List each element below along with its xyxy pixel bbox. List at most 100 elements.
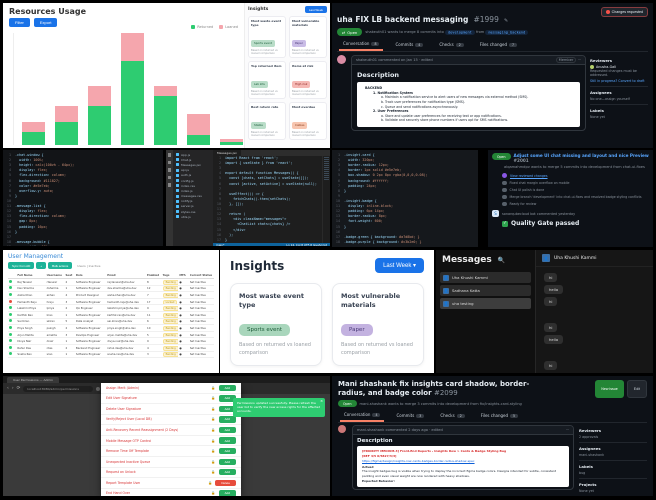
add-permission-button[interactable]: Add <box>218 458 236 465</box>
set-inactive-link[interactable]: Set Inactive <box>188 337 214 345</box>
search-icon[interactable] <box>167 160 172 164</box>
search-icon[interactable]: 🔍 <box>497 256 506 264</box>
pr-tab[interactable]: Commits 4 <box>391 39 427 51</box>
explorer-file-item[interactable]: Chat.js <box>175 157 211 162</box>
column-header[interactable]: Username <box>45 272 65 279</box>
issue-tab[interactable]: Files changed 5 <box>477 410 522 422</box>
toast-close-icon[interactable]: × <box>320 399 323 403</box>
timeline-item[interactable]: Chat UI polish is done <box>502 187 649 192</box>
set-inactive-link[interactable]: Set Inactive <box>188 291 214 299</box>
table-row[interactable]: Aisha Khan akhan 4 Product Designer aish… <box>8 291 214 299</box>
branch-indicator[interactable]: main* <box>216 242 225 246</box>
sidebar-section[interactable]: Assignees mani-shashank <box>579 443 647 462</box>
explorer-file-item[interactable]: messages.css <box>175 194 211 199</box>
table-row[interactable]: Rahul Das rdas 2 Backend Engineer rahul.… <box>8 344 214 352</box>
email-link[interactable]: sneha.rao@uha.dev <box>106 351 146 359</box>
convert-to-draft-link[interactable]: Still in progress? Convert to draft <box>590 79 645 83</box>
column-header[interactable]: MFA <box>178 272 189 279</box>
last-week-dropdown[interactable]: Last Week ▾ <box>375 258 424 273</box>
code-lines[interactable]: 1 .chat-window {2 width: 100%; 3 height: c… <box>6 153 75 246</box>
chat-list-item[interactable]: 👤 Sadhana Katta <box>440 285 531 296</box>
column-header[interactable]: Enabled <box>145 272 162 279</box>
add-permission-button[interactable]: Add <box>218 490 236 496</box>
column-header[interactable]: Current Status <box>188 272 214 279</box>
explorer-file-item[interactable]: auth.js <box>175 173 211 178</box>
cursor-position[interactable]: Ln 14, Col 8 UTF-8 JavaScript <box>286 242 327 246</box>
table-row[interactable]: Divya Nair dnair 1 Software Engineer div… <box>8 337 214 345</box>
issue-tab[interactable]: Conversation 4 <box>340 410 385 423</box>
explorer-file-item[interactable]: api.js <box>175 168 211 173</box>
email-link[interactable]: divya.nair@uha.dev <box>106 337 146 345</box>
user-name-link[interactable]: Dev Sharma <box>16 285 46 293</box>
column-header[interactable]: Email <box>106 272 146 279</box>
email-link[interactable]: rahul.das@uha.dev <box>106 344 146 352</box>
user-name-link[interactable]: Divya Nair <box>16 337 46 345</box>
add-permission-button[interactable]: Delete <box>215 479 236 487</box>
permission-link[interactable]: Mobile Message OTP Control <box>106 438 152 443</box>
explorer-file-item[interactable]: config.js <box>175 178 211 183</box>
edit-pencil-icon[interactable]: ✎ <box>503 18 509 24</box>
new-issue-button[interactable]: New issue <box>595 380 624 399</box>
column-header[interactable]: Full Name <box>16 272 46 279</box>
user-name-link[interactable]: Sai Kiran <box>16 318 46 326</box>
email-link[interactable]: karthik.rao@uha.dev <box>106 311 146 319</box>
permission-link[interactable]: Edit User Signature <box>106 396 137 401</box>
back-icon[interactable]: ‹ <box>7 386 9 391</box>
table-row[interactable]: Sai Kiran skiran 5 Data Analyst sai.kira… <box>8 318 214 326</box>
timeline-item[interactable]: Merge branch 'development' into chat-ui-… <box>502 194 649 199</box>
address-bar[interactable]: localhost:8080/admin/permissions <box>23 385 94 392</box>
view-reviewed-changes-link[interactable]: View reviewed changes <box>510 173 548 178</box>
permission-link[interactable]: Unexpected Inactive Queue <box>106 459 151 464</box>
set-inactive-link[interactable]: Set Inactive <box>188 285 214 293</box>
admin-action-button[interactable]: Bulk actions <box>48 262 73 269</box>
changes-requested-button[interactable]: Changes requested <box>600 7 648 17</box>
email-link[interactable]: hemanth.raju@uha.dev <box>106 298 146 306</box>
email-link[interactable]: lakshmi.priya@uha.dev <box>106 304 146 312</box>
pr-tab[interactable]: Checks 2 <box>435 39 467 51</box>
permission-link[interactable]: Assign Merit (Admin) <box>106 385 140 390</box>
add-permission-button[interactable]: Add <box>218 469 236 476</box>
email-link[interactable]: aisha.khan@uha.dev <box>106 291 146 299</box>
permission-link[interactable]: Delete User Signature <box>106 406 142 411</box>
user-name-link[interactable]: Lakshmi Priya <box>16 304 46 312</box>
admin-action-button[interactable]: Sync from AD <box>8 262 35 269</box>
add-permission-button[interactable]: Add <box>218 384 236 391</box>
editor-tab[interactable]: Messages.jsx <box>213 150 241 156</box>
add-permission-button[interactable]: Add <box>218 416 236 423</box>
vscode-code-lines[interactable]: 1 import React from 'react'; 2 import { use… <box>213 156 322 243</box>
issue-author-avatar[interactable] <box>338 425 346 434</box>
assignees-value[interactable]: No one—assign yourself <box>590 97 630 101</box>
last-week-button[interactable]: Last Week <box>304 6 327 13</box>
issue-tab[interactable]: Checks 2 <box>436 410 468 422</box>
set-inactive-link[interactable]: Set Inactive <box>188 311 214 319</box>
permission-link[interactable]: Request an Unlock <box>106 470 136 475</box>
user-name-link[interactable]: Sneha Rao <box>16 351 46 359</box>
chat-list-item[interactable]: 👤 Uha Khushi Kammi <box>440 272 531 283</box>
column-header[interactable]: Seat <box>64 272 75 279</box>
table-row[interactable]: Priya Singh psingh 2 Software Engineer p… <box>8 324 214 332</box>
user-name-link[interactable]: Aisha Khan <box>16 291 46 299</box>
table-row[interactable]: Karthik Rao krao 1 Software Engineer kar… <box>8 311 214 319</box>
extension-icon[interactable] <box>96 386 101 391</box>
permission-link[interactable]: Report Template User <box>106 480 141 485</box>
chat-list-item[interactable]: 👤 uha testing <box>440 298 531 309</box>
set-inactive-link[interactable]: Set Inactive <box>188 331 214 339</box>
sidebar-section[interactable]: Labels bug <box>579 461 647 480</box>
base-branch-chip[interactable]: development <box>444 29 475 35</box>
user-name-link[interactable]: Raj Tanwar <box>16 278 46 286</box>
user-name-link[interactable]: Karthik Rao <box>16 311 46 319</box>
table-row[interactable]: Sneha Rao srao 1 Software Engineer sneha… <box>8 351 214 359</box>
figma-link[interactable]: https://figma/design/insights-row-cards-… <box>362 459 475 464</box>
email-link[interactable]: raj.tanwar@uha.dev <box>106 278 146 286</box>
comment-menu-icon[interactable]: ··· <box>577 58 581 62</box>
set-inactive-link[interactable]: Set Inactive <box>188 324 214 332</box>
explorer-file-item[interactable]: notify.js <box>175 199 211 204</box>
forward-icon[interactable]: › <box>11 386 14 391</box>
set-inactive-link[interactable]: Set Inactive <box>188 278 214 286</box>
add-permission-button[interactable]: Add <box>218 437 236 444</box>
vscode-minimap[interactable] <box>322 156 330 243</box>
pr-tab[interactable]: Conversation 8 <box>339 39 384 51</box>
debug-icon[interactable] <box>167 175 172 179</box>
extensions-icon[interactable] <box>167 183 172 187</box>
set-inactive-link[interactable]: Set Inactive <box>188 344 214 352</box>
